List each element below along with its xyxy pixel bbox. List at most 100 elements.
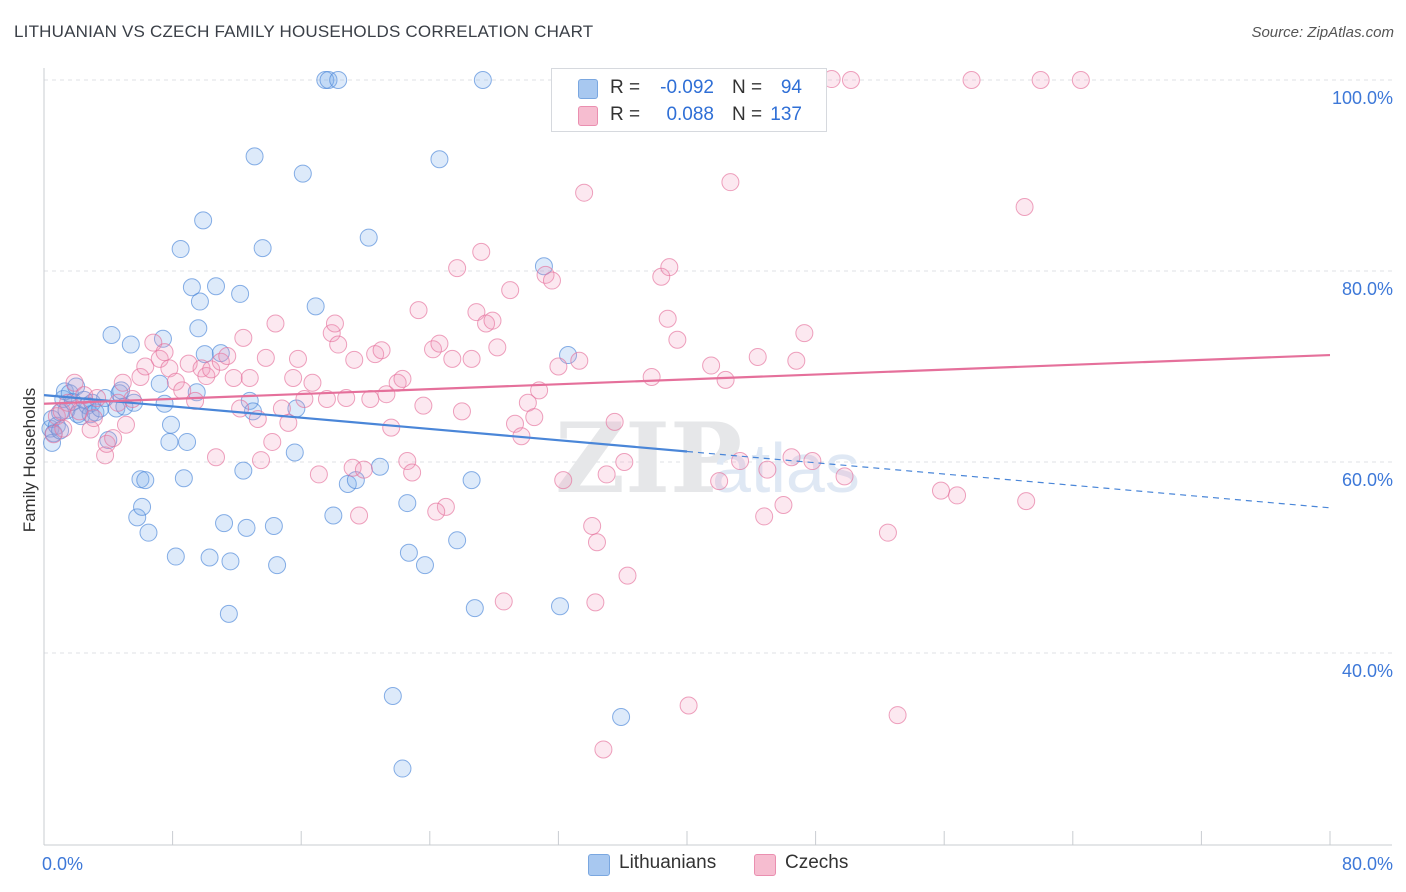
legend-label-czechs: Czechs bbox=[785, 852, 849, 873]
data-point bbox=[488, 338, 507, 357]
data-point bbox=[430, 334, 449, 353]
data-point bbox=[383, 686, 402, 705]
data-point bbox=[382, 418, 401, 437]
data-point bbox=[252, 451, 271, 470]
data-point bbox=[136, 357, 155, 376]
data-point bbox=[161, 415, 180, 434]
data-point bbox=[462, 471, 481, 490]
data-point bbox=[716, 370, 735, 389]
data-point bbox=[403, 463, 422, 482]
r-value: 0.088 bbox=[666, 104, 714, 125]
data-point bbox=[658, 309, 677, 328]
data-point bbox=[207, 277, 226, 296]
data-point bbox=[96, 446, 115, 465]
data-point bbox=[398, 452, 417, 471]
data-point bbox=[194, 211, 213, 230]
data-point bbox=[436, 497, 455, 516]
y-tick-label: 100.0% bbox=[1332, 88, 1393, 108]
data-point bbox=[962, 71, 981, 89]
data-point bbox=[787, 351, 806, 370]
data-point bbox=[448, 259, 467, 278]
data-point bbox=[88, 389, 107, 408]
data-point bbox=[293, 164, 312, 183]
data-point bbox=[803, 452, 822, 471]
data-point bbox=[81, 420, 100, 439]
data-point bbox=[415, 556, 434, 575]
correlation-stats-box: R = -0.092 N = 94 R = 0.088 N = 137 bbox=[551, 68, 827, 132]
stats-row-czechs: R = 0.088 N = 137 bbox=[552, 102, 826, 128]
data-point bbox=[835, 467, 854, 486]
data-point bbox=[597, 465, 616, 484]
data-point bbox=[399, 543, 418, 562]
data-point bbox=[448, 531, 467, 550]
data-point bbox=[430, 150, 449, 169]
data-point bbox=[758, 460, 777, 479]
n-value: 94 bbox=[780, 77, 802, 98]
data-point bbox=[551, 597, 570, 616]
data-point bbox=[306, 297, 325, 316]
legend-swatch-lithuanians bbox=[588, 854, 610, 876]
r-value: -0.092 bbox=[660, 77, 714, 98]
y-axis-label: Family Households bbox=[20, 387, 39, 533]
data-point bbox=[178, 432, 197, 451]
data-point bbox=[288, 349, 307, 368]
data-point bbox=[354, 460, 373, 479]
data-point bbox=[121, 335, 140, 354]
data-point bbox=[721, 173, 740, 192]
data-point bbox=[748, 347, 767, 366]
data-point bbox=[237, 518, 256, 537]
data-point bbox=[443, 349, 462, 368]
data-point bbox=[266, 314, 285, 333]
data-point bbox=[1017, 492, 1036, 511]
data-point bbox=[189, 319, 208, 338]
data-point bbox=[409, 301, 428, 320]
data-point bbox=[594, 740, 613, 759]
legend-swatch-czechs bbox=[754, 854, 776, 876]
data-point bbox=[472, 242, 491, 261]
axes bbox=[43, 68, 1392, 846]
series-lithuanians bbox=[41, 71, 631, 778]
data-point bbox=[559, 346, 578, 365]
data-point bbox=[207, 448, 226, 467]
n-value: 137 bbox=[770, 104, 802, 125]
data-point bbox=[542, 271, 561, 290]
data-point bbox=[931, 481, 950, 500]
data-point bbox=[325, 314, 344, 333]
watermark-zip: ZIP bbox=[555, 402, 742, 515]
data-point bbox=[605, 412, 624, 431]
trend-line-lithuanians bbox=[43, 394, 688, 453]
data-point bbox=[702, 356, 721, 375]
x-tick-label: 0.0% bbox=[42, 854, 83, 874]
data-point bbox=[615, 453, 634, 471]
data-point bbox=[782, 448, 801, 467]
trend-lines bbox=[43, 353, 1331, 509]
data-point bbox=[231, 399, 250, 418]
data-point bbox=[467, 303, 486, 322]
data-point bbox=[1031, 71, 1050, 89]
data-point bbox=[350, 506, 369, 525]
data-point bbox=[587, 533, 606, 552]
stats-row-lithuanians: R = -0.092 N = 94 bbox=[552, 75, 826, 101]
data-point bbox=[123, 389, 142, 408]
data-point bbox=[452, 402, 471, 421]
data-point bbox=[465, 599, 484, 618]
data-point bbox=[166, 547, 185, 566]
watermark-atlas: atlas bbox=[712, 429, 860, 507]
lithuanians-swatch bbox=[578, 79, 598, 99]
data-point bbox=[263, 432, 282, 451]
data-point bbox=[234, 461, 253, 480]
data-point bbox=[44, 425, 63, 444]
data-point bbox=[372, 341, 391, 360]
data-point bbox=[264, 516, 283, 535]
data-point bbox=[612, 707, 631, 726]
data-point bbox=[878, 523, 897, 542]
data-point bbox=[150, 374, 169, 393]
data-point bbox=[322, 324, 341, 343]
data-point bbox=[104, 429, 123, 448]
data-point bbox=[948, 486, 967, 505]
data-point bbox=[268, 556, 287, 575]
data-point bbox=[113, 373, 132, 392]
data-point bbox=[427, 502, 446, 521]
